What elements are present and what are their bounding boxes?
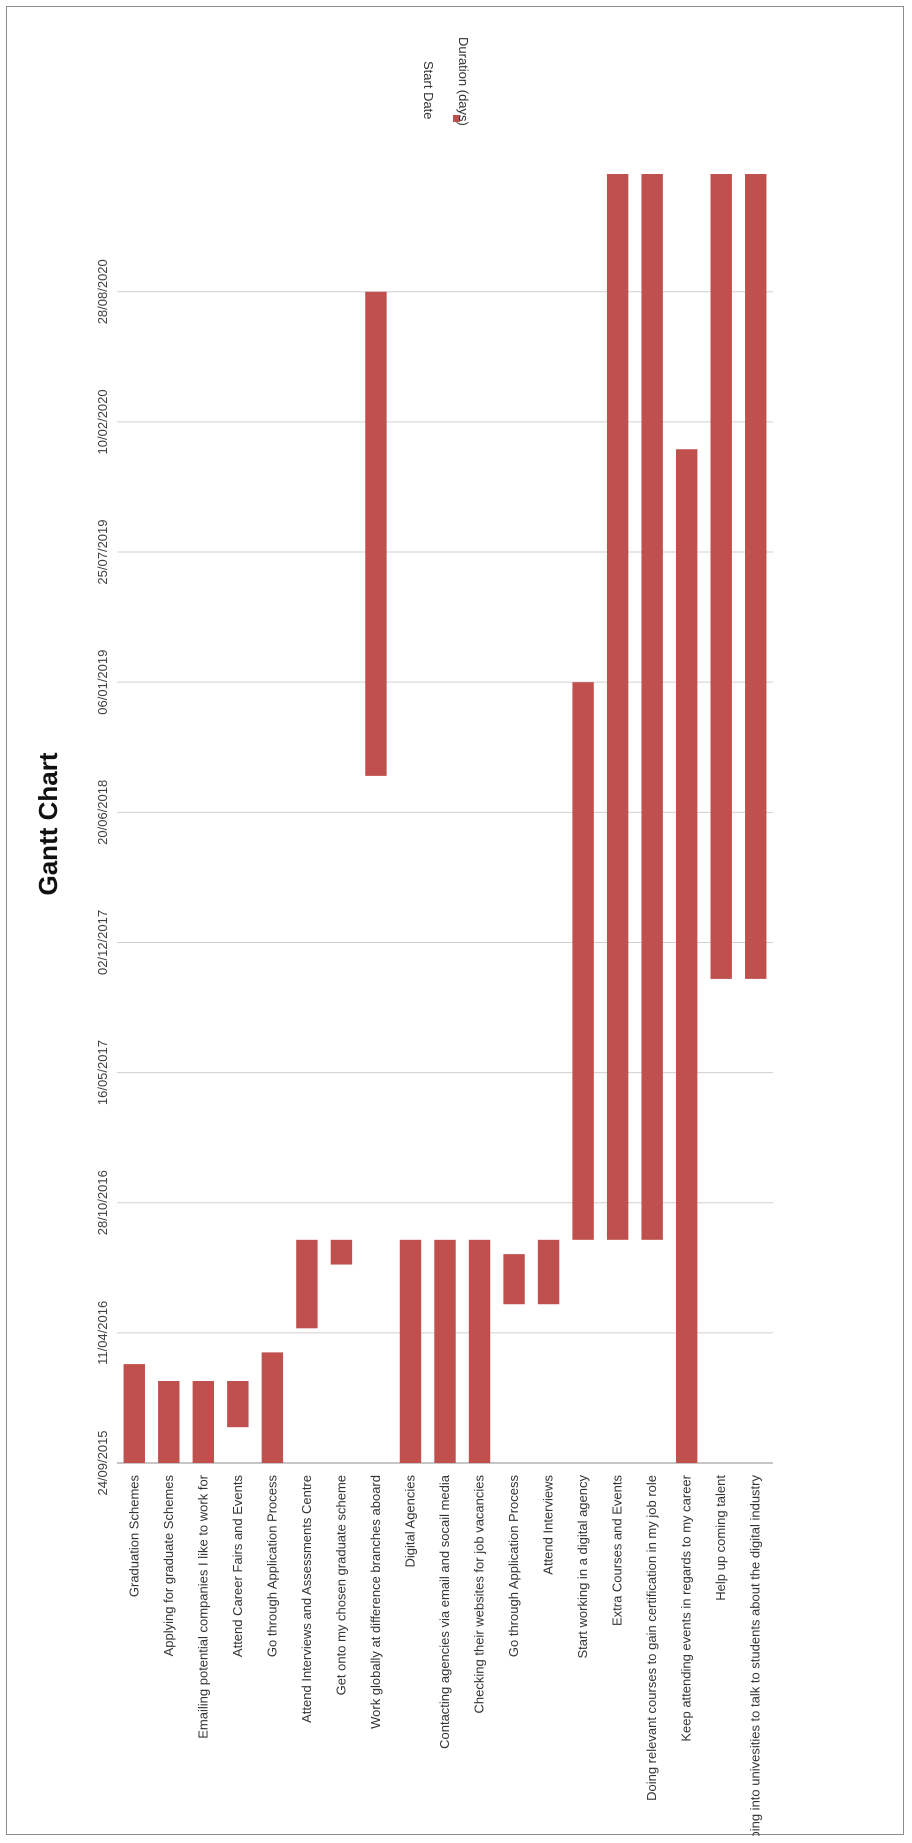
category-label: Keep attending events in regards to my c… — [679, 1474, 694, 1741]
x-tick-label: 02/12/2017 — [95, 910, 110, 975]
gantt-bar — [710, 174, 732, 979]
x-tick-label: 16/05/2017 — [95, 1040, 110, 1105]
bars — [123, 174, 767, 1463]
x-tick-label: 28/08/2020 — [95, 259, 110, 324]
gantt-bar — [606, 174, 629, 1240]
x-tick-label: 10/02/2020 — [95, 389, 110, 454]
gantt-bar — [745, 174, 767, 979]
category-label: Going into univesities to talk to studen… — [748, 1475, 763, 1836]
category-label: Attend Interviews — [541, 1475, 556, 1575]
legend-duration-swatch — [453, 115, 460, 122]
category-label: Digital Agencies — [402, 1475, 417, 1568]
gantt-bar — [123, 1364, 145, 1463]
category-label: Emailing potential companies I like to w… — [195, 1474, 210, 1738]
gantt-chart: Gantt Chart 24/09/2015 11/04/2016 28/10/20… — [33, 37, 773, 1836]
gantt-bar — [537, 1239, 560, 1305]
x-tick-label: 11/04/2016 — [95, 1301, 110, 1365]
x-tick-label: 25/07/2019 — [95, 520, 110, 585]
category-label: Doing relevant courses to gain certifica… — [644, 1475, 659, 1801]
x-tick-label: 06/01/2019 — [95, 650, 110, 715]
gantt-bar — [468, 1239, 491, 1463]
date-axis: 24/09/2015 11/04/2016 28/10/2016 16/05/2017… — [95, 259, 110, 1495]
gantt-bar — [227, 1381, 249, 1428]
category-label: Applying for graduate Schemes — [161, 1475, 176, 1657]
category-label: Extra Courses and Events — [610, 1475, 625, 1627]
x-tick-label: 28/10/2016 — [95, 1170, 110, 1235]
gantt-bar — [192, 1381, 215, 1463]
chart-frame: Gantt Chart 24/09/2015 11/04/2016 28/10/20… — [6, 6, 904, 1836]
gantt-bar — [158, 1381, 180, 1463]
gantt-bar — [503, 1254, 525, 1305]
category-label: Help up coming talent — [713, 1475, 728, 1601]
category-label: Attend Interviews and Assessments Centre — [299, 1475, 314, 1723]
category-label: Graduation Schemes — [126, 1475, 141, 1598]
category-label: Go through Application Process — [506, 1475, 521, 1658]
category-label: Get onto my chosen graduate scheme — [333, 1475, 348, 1695]
category-label: Start working in a digital agency — [575, 1475, 590, 1659]
gantt-bar — [434, 1239, 456, 1463]
gantt-bar — [399, 1239, 422, 1463]
gantt-bar — [296, 1239, 318, 1329]
gantt-bar — [365, 291, 387, 776]
legend-start-date: Start Date — [421, 61, 436, 120]
gantt-bar — [261, 1352, 284, 1463]
gridlines — [117, 291, 773, 1464]
legend-duration-days: Duration (days) — [456, 37, 471, 126]
category-label: Attend Career Fairs and Events — [230, 1475, 245, 1658]
gantt-bar — [675, 449, 698, 1463]
gantt-bar — [641, 174, 663, 1240]
legend: Start Date Duration (days) — [421, 37, 471, 126]
category-axis: Graduation Schemes Applying for graduate … — [126, 1474, 762, 1836]
gantt-bar — [572, 682, 594, 1240]
category-label: Go through Application Process — [264, 1475, 279, 1658]
chart-title: Gantt Chart — [33, 752, 63, 895]
x-tick-label: 24/09/2015 — [95, 1430, 110, 1495]
x-tick-label: 20/06/2018 — [95, 780, 110, 845]
gantt-bar — [330, 1239, 353, 1265]
category-label: Checking their websites for job vacancie… — [472, 1475, 487, 1714]
category-label: Work globally at difference branches abo… — [368, 1475, 383, 1729]
category-label: Contacting agencies via email and socail… — [437, 1474, 452, 1749]
